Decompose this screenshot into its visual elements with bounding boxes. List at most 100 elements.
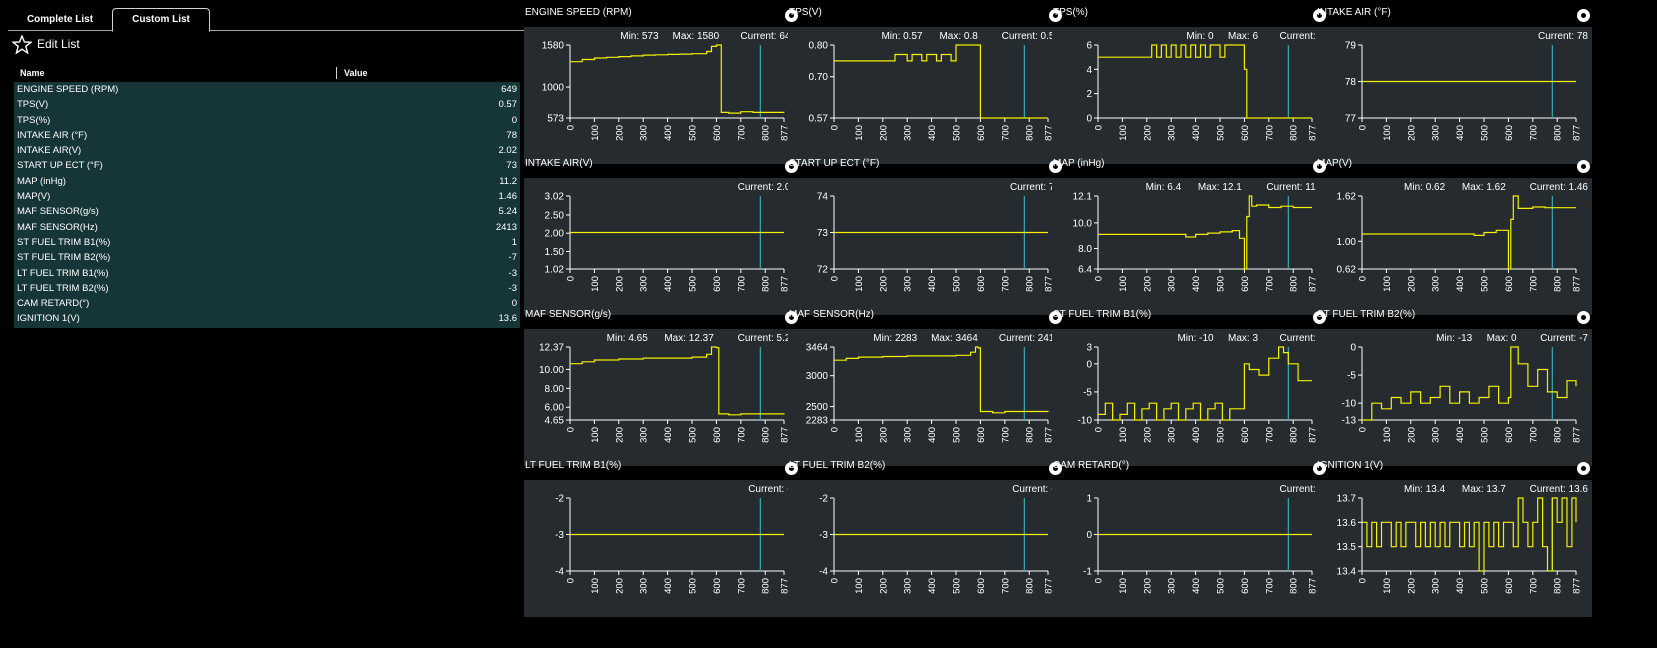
- list-item[interactable]: CAM RETARD(°) 0: [14, 296, 520, 311]
- tab-custom-list[interactable]: Custom List: [112, 8, 210, 32]
- y-tick-label: 8.0: [1078, 244, 1092, 255]
- graph-options-icon[interactable]: [1313, 9, 1326, 22]
- x-tick-label: 0: [566, 427, 577, 432]
- graph-options-icon[interactable]: [1577, 311, 1590, 324]
- list-item[interactable]: TPS(V) 0.57: [14, 97, 520, 112]
- graph-title: INTAKE AIR(V): [525, 158, 593, 169]
- parameter-name: INTAKE AIR (°F): [17, 129, 88, 141]
- column-divider[interactable]: [336, 67, 337, 79]
- x-tick-label: 700: [1264, 276, 1275, 292]
- list-item[interactable]: ENGINE SPEED (RPM) 649: [14, 82, 520, 97]
- x-tick-label: 800: [1025, 276, 1036, 292]
- graph-options-icon[interactable]: [1577, 9, 1590, 22]
- x-tick-label: 500: [1216, 578, 1227, 594]
- x-tick-label: 0: [566, 276, 577, 281]
- graph-panel: IGNITION 1(V) Current: 13.6 Max: 13.7 Min: …: [1316, 459, 1592, 617]
- graph-options-icon[interactable]: [1577, 160, 1590, 173]
- graph-options-icon[interactable]: [1577, 462, 1590, 475]
- x-tick-label: 877: [780, 427, 791, 443]
- x-tick-label: 877: [780, 125, 791, 141]
- list-item[interactable]: TPS(%) 0: [14, 113, 520, 128]
- x-tick-label: 700: [736, 427, 747, 443]
- x-tick-label: 0: [1358, 125, 1369, 130]
- graph-svg: Current: 1.46 Max: 1.62 Min: 0.62 1.62 1.00 0…: [1337, 182, 1589, 292]
- x-tick-label: 600: [1240, 427, 1251, 443]
- list-item[interactable]: MAP(V) 1.46: [14, 189, 520, 204]
- graph-options-icon[interactable]: [1313, 160, 1326, 173]
- list-item[interactable]: INTAKE AIR(V) 2.02: [14, 143, 520, 158]
- x-tick-label: 300: [1431, 276, 1442, 292]
- graph-options-icon[interactable]: [785, 462, 798, 475]
- list-item[interactable]: INTAKE AIR (°F) 78: [14, 128, 520, 143]
- stat-current: Current: 78: [1538, 31, 1588, 42]
- edit-list-button[interactable]: Edit List: [12, 33, 80, 55]
- list-item[interactable]: ST FUEL TRIM B2(%) -7: [14, 250, 520, 265]
- y-tick-label: 2: [1086, 89, 1092, 100]
- parameter-name: ST FUEL TRIM B2(%): [17, 252, 111, 264]
- y-tick-label: 0: [1086, 114, 1092, 125]
- x-tick-label: 600: [976, 427, 987, 443]
- y-tick-label: -5: [1347, 371, 1356, 382]
- graph-options-icon[interactable]: [1049, 9, 1062, 22]
- list-item[interactable]: LT FUEL TRIM B1(%) -3: [14, 266, 520, 281]
- x-tick-label: 700: [1000, 578, 1011, 594]
- parameter-value: 0: [511, 114, 517, 126]
- x-tick-label: 400: [663, 125, 674, 141]
- list-item[interactable]: START UP ECT (°F) 73: [14, 158, 520, 173]
- value-column-header[interactable]: Value: [344, 68, 368, 78]
- graph-svg: Current: -3-2-3-401002003004005006007008…: [819, 484, 1060, 594]
- stat-label: Current:: [1266, 182, 1305, 193]
- x-tick-label: 0: [1358, 276, 1369, 281]
- x-tick-label: 600: [1504, 125, 1515, 141]
- stat-label: Max:: [1228, 333, 1252, 344]
- graph-options-icon[interactable]: [1049, 160, 1062, 173]
- list-header: Name Value: [14, 67, 520, 79]
- graph-options-icon[interactable]: [785, 160, 798, 173]
- y-tick-label: 78: [1345, 77, 1357, 88]
- graph-options-icon[interactable]: [1313, 311, 1326, 324]
- stat-label: Min:: [1404, 484, 1426, 495]
- parameter-name: ENGINE SPEED (RPM): [17, 84, 119, 95]
- graph-title: MAP(V): [1317, 158, 1352, 169]
- list-item[interactable]: MAP (inHg) 11.2: [14, 174, 520, 189]
- graph-options-icon[interactable]: [1049, 462, 1062, 475]
- y-tick-label: 0.70: [809, 72, 829, 83]
- x-tick-label: 300: [1167, 578, 1178, 594]
- x-tick-label: 300: [639, 276, 650, 292]
- list-item[interactable]: LT FUEL TRIM B2(%) -3: [14, 281, 520, 296]
- graph-options-icon[interactable]: [785, 9, 798, 22]
- x-tick-label: 700: [736, 125, 747, 141]
- x-tick-label: 400: [927, 578, 938, 594]
- y-tick-label: 72: [817, 265, 829, 276]
- x-tick-label: 600: [976, 125, 987, 141]
- x-tick-label: 800: [1025, 578, 1036, 594]
- x-tick-label: 200: [878, 427, 889, 443]
- stat-min: Min: 0: [1186, 31, 1214, 42]
- x-tick-label: 877: [1572, 125, 1583, 141]
- series-line: [570, 346, 785, 416]
- graph-options-icon[interactable]: [1049, 311, 1062, 324]
- y-tick-label: 13.6: [1337, 518, 1357, 529]
- x-tick-label: 600: [1504, 276, 1515, 292]
- parameter-name: TPS(%): [17, 114, 51, 126]
- x-tick-label: 200: [878, 125, 889, 141]
- x-tick-label: 200: [614, 578, 625, 594]
- list-item[interactable]: MAF SENSOR(g/s) 5.24: [14, 204, 520, 219]
- graph-options-icon[interactable]: [785, 311, 798, 324]
- stat-label: Current:: [1010, 182, 1049, 193]
- list-item[interactable]: ST FUEL TRIM B1(%) 1: [14, 235, 520, 250]
- y-tick-label: 573: [547, 114, 564, 125]
- tab-complete-list[interactable]: Complete List: [26, 14, 94, 25]
- name-column-header[interactable]: Name: [20, 68, 45, 78]
- parameter-name: START UP ECT (°F): [17, 160, 103, 172]
- x-tick-label: 800: [1289, 276, 1300, 292]
- x-tick-label: 0: [830, 427, 841, 432]
- list-item[interactable]: IGNITION 1(V) 13.6: [14, 311, 520, 326]
- x-tick-label: 400: [927, 427, 938, 443]
- stat-label: Current:: [1280, 484, 1319, 495]
- graph-options-icon[interactable]: [1313, 462, 1326, 475]
- list-item[interactable]: MAF SENSOR(Hz) 2413: [14, 220, 520, 235]
- graph-plot-area: Current: -7 Max: 0 Min: -13 0 -5 -10 -13 0 100 20…: [1316, 329, 1592, 466]
